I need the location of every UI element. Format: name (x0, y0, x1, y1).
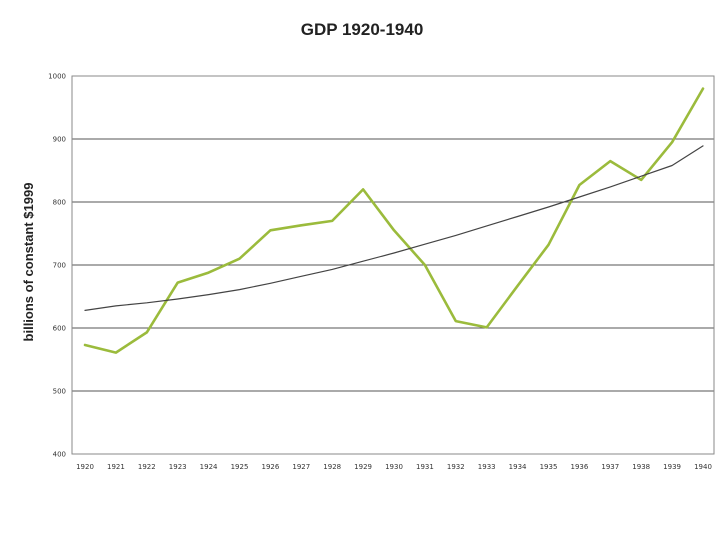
y-tick-label: 700 (53, 262, 66, 270)
x-tick-label: 1939 (663, 463, 681, 471)
x-tick-label: 1940 (694, 463, 712, 471)
x-tick-label: 1926 (261, 463, 279, 471)
y-tick-label: 1000 (48, 73, 66, 81)
x-tick-label: 1927 (292, 463, 310, 471)
y-tick-labels: 400 500 600 700 800 900 1000 (48, 73, 66, 459)
x-tick-label: 1938 (632, 463, 650, 471)
trend-line (84, 145, 704, 311)
y-tick-label: 600 (53, 325, 66, 333)
x-tick-label: 1928 (323, 463, 341, 471)
x-tick-label: 1936 (570, 463, 588, 471)
series-layer (83, 87, 705, 354)
x-tick-label: 1922 (138, 463, 156, 471)
x-tick-label: 1921 (107, 463, 125, 471)
x-tick-label: 1924 (200, 463, 218, 471)
x-tick-labels: 1920 1921 1922 1923 1924 1925 1926 1927 1928 1929… (76, 463, 712, 471)
x-tick-label: 1933 (478, 463, 496, 471)
y-tick-label: 400 (53, 451, 66, 459)
x-tick-label: 1937 (601, 463, 619, 471)
y-tick-label: 500 (53, 388, 66, 396)
x-tick-label: 1934 (509, 463, 527, 471)
x-tick-label: 1929 (354, 463, 372, 471)
x-tick-label: 1920 (76, 463, 94, 471)
x-tick-label: 1925 (231, 463, 249, 471)
gridlines (72, 138, 714, 392)
x-tick-label: 1923 (169, 463, 187, 471)
y-axis-label: billions of constant $1999 (21, 183, 36, 342)
gdp-series-line (83, 87, 705, 354)
x-tick-label: 1935 (540, 463, 558, 471)
x-tick-label: 1931 (416, 463, 434, 471)
x-tick-label: 1930 (385, 463, 403, 471)
chart-title: GDP 1920-1940 (301, 20, 424, 39)
plot-frame (71, 75, 715, 455)
x-tick-label: 1932 (447, 463, 465, 471)
y-tick-label: 800 (53, 199, 66, 207)
y-tick-label: 900 (53, 136, 66, 144)
